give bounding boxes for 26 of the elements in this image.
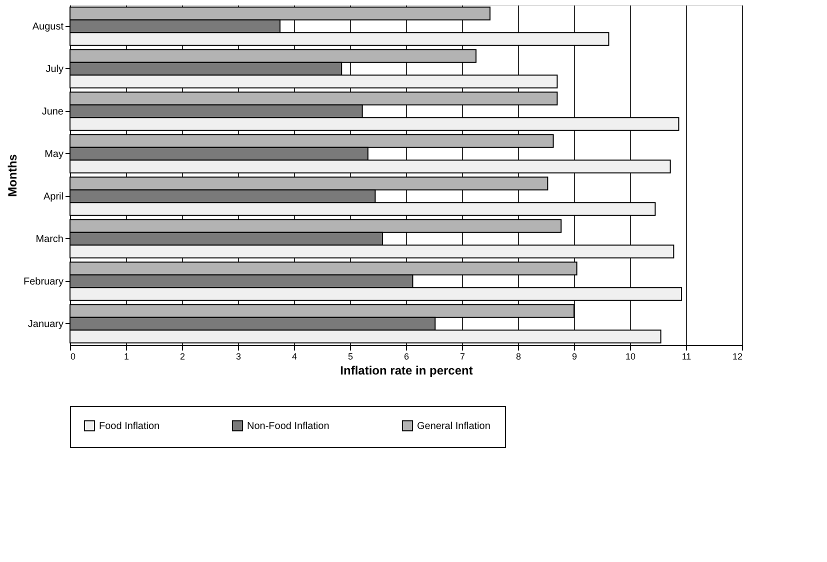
x-tick-label: 8 xyxy=(516,352,522,362)
x-tick-label: 1 xyxy=(124,352,130,362)
x-tick-label: 7 xyxy=(460,352,466,362)
y-tick-label: June xyxy=(42,106,64,118)
y-tick-label: May xyxy=(44,148,64,160)
legend-label: General Inflation xyxy=(417,420,490,432)
x-tick-label: 6 xyxy=(404,352,410,362)
x-tick-label: 12 xyxy=(732,352,742,362)
x-tick-label: 2 xyxy=(180,352,186,362)
legend-label: Food Inflation xyxy=(99,420,160,432)
x-axis-title: Inflation rate in percent xyxy=(340,364,473,378)
y-tick-label: March xyxy=(36,234,64,245)
y-tick-label: April xyxy=(43,191,64,202)
x-tick-label: 10 xyxy=(625,352,636,362)
x-tick-label: 5 xyxy=(348,352,354,362)
y-tick-label: August xyxy=(32,21,64,32)
legend-label: Non-Food Inflation xyxy=(247,420,330,432)
y-axis-title: Months xyxy=(5,154,20,197)
y-tick-label: February xyxy=(23,276,64,288)
x-tick-label: 11 xyxy=(682,352,692,362)
y-tick-label: January xyxy=(28,318,64,330)
x-tick-label: 4 xyxy=(292,352,298,362)
x-tick-label: 9 xyxy=(572,352,578,362)
x-tick-label: 0 xyxy=(70,352,76,362)
y-tick-label: July xyxy=(46,64,64,75)
x-tick-label: 3 xyxy=(236,352,242,362)
